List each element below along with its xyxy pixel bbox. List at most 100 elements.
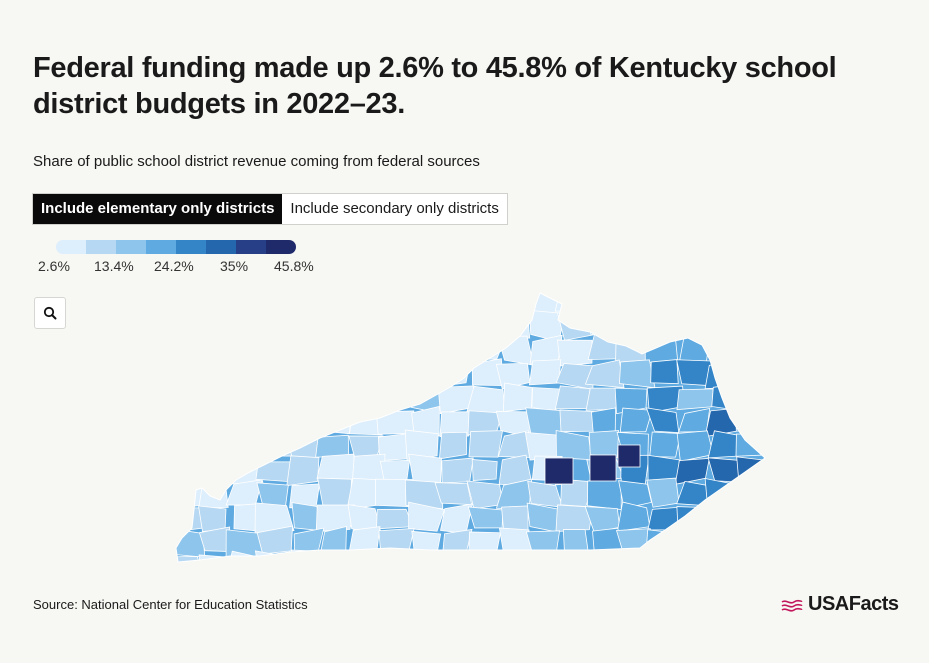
county-region[interactable] <box>439 411 476 438</box>
county-region[interactable] <box>588 430 620 459</box>
county-region[interactable] <box>708 503 745 533</box>
county-region[interactable] <box>678 526 716 558</box>
county-region[interactable] <box>591 407 617 435</box>
county-region[interactable] <box>350 333 383 367</box>
county-region[interactable] <box>353 388 382 411</box>
county-region[interactable] <box>315 434 350 458</box>
county-region[interactable] <box>314 409 352 435</box>
county-region[interactable] <box>468 430 504 458</box>
county-region[interactable] <box>170 383 205 415</box>
county-region[interactable] <box>645 550 686 565</box>
county-region[interactable] <box>645 311 680 342</box>
county-region[interactable] <box>437 359 471 388</box>
county-region-high[interactable] <box>617 444 641 468</box>
county-region[interactable] <box>255 290 296 316</box>
zoom-button[interactable] <box>34 297 66 329</box>
county-region[interactable] <box>619 359 656 389</box>
county-region[interactable] <box>464 311 504 339</box>
county-region[interactable] <box>197 312 235 337</box>
county-region[interactable] <box>644 334 679 363</box>
county-region[interactable] <box>528 551 565 565</box>
county-region[interactable] <box>495 311 531 339</box>
county-region[interactable] <box>410 364 442 389</box>
county-region[interactable] <box>704 478 741 509</box>
county-region[interactable] <box>499 550 528 565</box>
county-region[interactable] <box>286 455 320 487</box>
county-region[interactable] <box>376 382 415 408</box>
county-region[interactable] <box>224 293 260 314</box>
county-region[interactable] <box>408 453 442 486</box>
county-region[interactable] <box>377 290 415 315</box>
county-region[interactable] <box>225 357 263 389</box>
county-region[interactable] <box>589 290 621 318</box>
county-region[interactable] <box>406 549 446 565</box>
county-region[interactable] <box>404 429 439 462</box>
county-region[interactable] <box>170 290 205 315</box>
toggle-elementary-only[interactable]: Include elementary only districts <box>33 194 283 224</box>
county-region[interactable] <box>735 433 768 457</box>
county-region[interactable] <box>441 457 474 484</box>
county-region[interactable] <box>711 383 743 412</box>
county-region[interactable] <box>735 405 766 432</box>
county-region[interactable] <box>616 552 653 565</box>
county-region[interactable] <box>255 432 293 457</box>
county-region[interactable] <box>195 290 231 317</box>
county-region[interactable] <box>349 526 381 557</box>
county-region[interactable] <box>645 529 682 559</box>
county-region[interactable] <box>442 528 473 556</box>
county-region[interactable] <box>437 338 476 363</box>
county-region[interactable] <box>345 314 383 340</box>
county-region[interactable] <box>256 405 291 438</box>
county-region[interactable] <box>645 407 680 434</box>
county-region[interactable] <box>411 530 442 555</box>
county-region[interactable] <box>708 553 744 565</box>
county-region[interactable] <box>735 382 768 414</box>
county-region[interactable] <box>741 361 768 384</box>
county-region[interactable] <box>411 405 440 437</box>
county-region[interactable] <box>442 290 476 315</box>
county-region[interactable] <box>468 550 501 565</box>
county-region[interactable] <box>315 504 356 532</box>
county-region[interactable] <box>257 381 294 413</box>
county-region[interactable] <box>528 359 562 386</box>
county-region[interactable] <box>404 479 444 510</box>
county-region[interactable] <box>314 310 351 342</box>
county-region[interactable] <box>286 290 320 314</box>
county-region[interactable] <box>378 363 413 385</box>
county-region[interactable] <box>736 314 769 338</box>
county-region[interactable] <box>170 362 205 390</box>
county-region[interactable] <box>649 291 683 318</box>
county-region[interactable] <box>676 388 714 411</box>
county-region[interactable] <box>590 315 626 337</box>
county-region[interactable] <box>407 312 442 342</box>
county-region[interactable] <box>554 385 591 410</box>
county-region[interactable] <box>378 527 415 556</box>
county-region[interactable] <box>737 501 770 529</box>
county-region[interactable] <box>291 549 325 565</box>
toggle-secondary-only[interactable]: Include secondary only districts <box>290 200 499 217</box>
county-region[interactable] <box>739 529 770 555</box>
county-region[interactable] <box>649 431 681 458</box>
county-region[interactable] <box>174 435 205 460</box>
county-region[interactable] <box>224 407 265 433</box>
county-region[interactable] <box>286 384 324 415</box>
county-region[interactable] <box>170 409 200 432</box>
county-region[interactable] <box>555 504 594 533</box>
county-region[interactable] <box>346 290 382 318</box>
county-region[interactable] <box>437 312 474 342</box>
county-region[interactable] <box>646 477 680 508</box>
county-region[interactable] <box>707 313 744 340</box>
county-region[interactable] <box>614 387 648 415</box>
county-region-high[interactable] <box>544 457 574 485</box>
county-region[interactable] <box>170 556 204 565</box>
county-region[interactable] <box>467 506 504 529</box>
county-region[interactable] <box>170 483 204 510</box>
county-region[interactable] <box>471 458 498 482</box>
county-region[interactable] <box>377 311 411 341</box>
county-region[interactable] <box>559 409 595 433</box>
county-region[interactable] <box>735 290 770 319</box>
county-region[interactable] <box>287 337 319 362</box>
county-region[interactable] <box>254 502 295 535</box>
county-region[interactable] <box>352 453 386 482</box>
county-region[interactable] <box>683 553 708 565</box>
